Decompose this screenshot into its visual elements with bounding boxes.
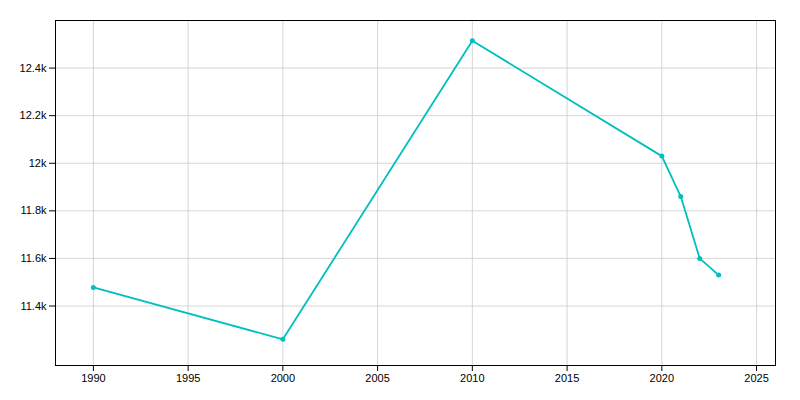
svg-text:2005: 2005 xyxy=(365,372,389,384)
svg-text:12k: 12k xyxy=(29,157,47,169)
svg-text:1995: 1995 xyxy=(176,372,200,384)
svg-text:12.4k: 12.4k xyxy=(20,62,47,74)
svg-text:12.2k: 12.2k xyxy=(20,109,47,121)
svg-text:2015: 2015 xyxy=(555,372,579,384)
svg-text:11.4k: 11.4k xyxy=(20,300,47,312)
svg-text:2025: 2025 xyxy=(744,372,768,384)
svg-text:1990: 1990 xyxy=(81,372,105,384)
svg-text:11.8k: 11.8k xyxy=(20,204,47,216)
svg-text:11.6k: 11.6k xyxy=(20,252,47,264)
svg-text:2000: 2000 xyxy=(271,372,295,384)
svg-text:2010: 2010 xyxy=(460,372,484,384)
svg-text:2020: 2020 xyxy=(650,372,674,384)
